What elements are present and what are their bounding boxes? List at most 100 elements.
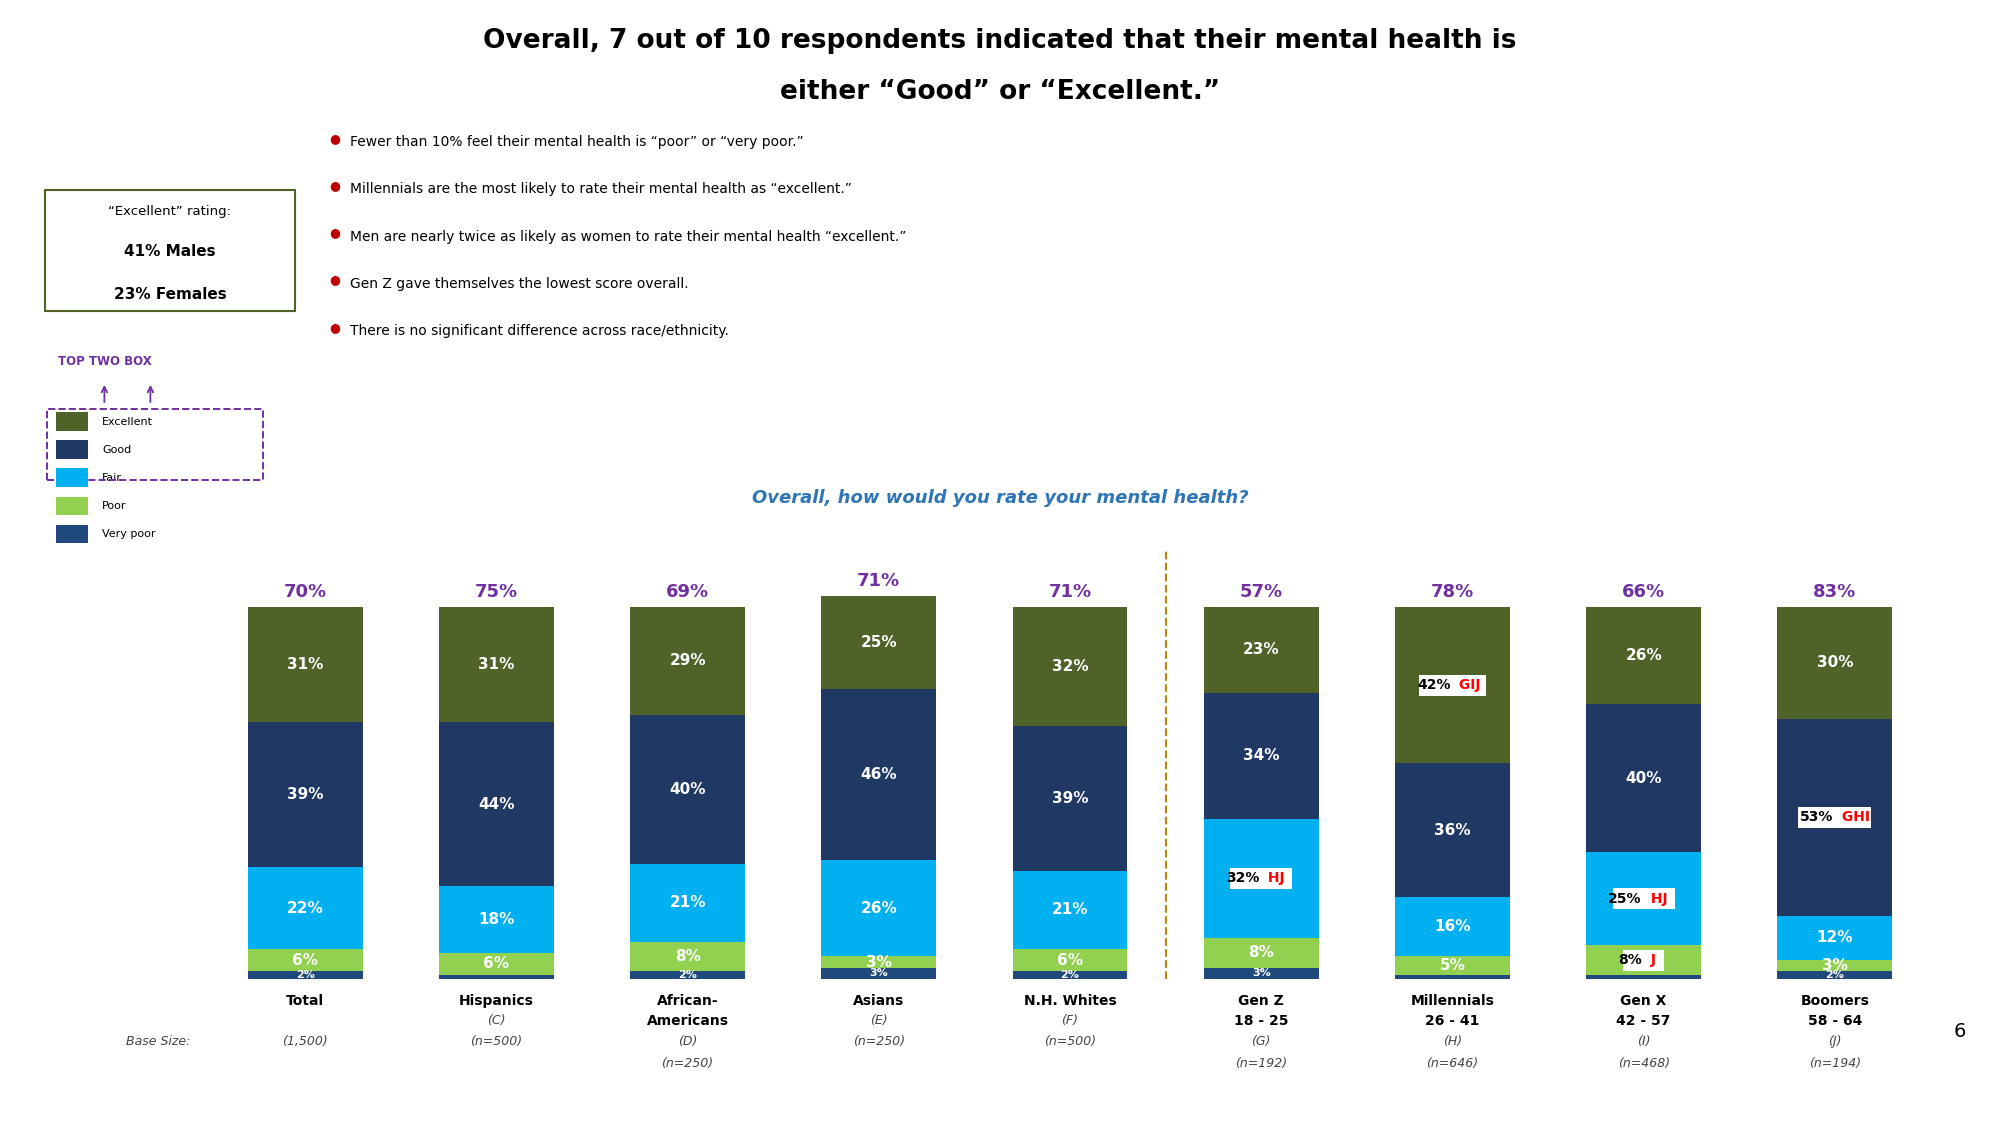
Text: 25%: 25% (1608, 892, 1642, 906)
Text: Letter indicate significant difference at 95% confidence level.: Letter indicate significant difference a… (1562, 1086, 1990, 1099)
Text: 16%: 16% (1434, 919, 1470, 934)
Bar (1012, 871, 1128, 950)
Text: 29%: 29% (670, 654, 706, 668)
Bar (822, 968, 936, 979)
Text: Overall, 7 out of 10 respondents indicated that their mental health is: Overall, 7 out of 10 respondents indicat… (484, 28, 1516, 54)
Text: Hispanics: Hispanics (458, 993, 534, 1008)
Bar (1586, 975, 1700, 979)
Text: ●: ● (330, 226, 340, 240)
Bar (630, 942, 744, 971)
Bar (56, 440, 88, 459)
Bar (1778, 608, 1892, 719)
Text: 53%: 53% (1800, 810, 1832, 824)
Text: 22%: 22% (286, 901, 324, 916)
Text: HJ: HJ (1264, 872, 1284, 885)
Text: 8%: 8% (1248, 945, 1274, 961)
Text: 12%: 12% (1816, 930, 1854, 945)
Bar (1396, 763, 1510, 897)
Text: (F): (F) (1062, 1014, 1078, 1027)
Text: GIJ: GIJ (1454, 678, 1480, 692)
Text: 8%: 8% (1618, 953, 1642, 968)
Bar (1012, 608, 1128, 726)
Text: There is no significant difference across race/ethnicity.: There is no significant difference acros… (350, 324, 728, 338)
Text: 25% HJ: 25% HJ (1616, 892, 1672, 906)
Text: 6%: 6% (1056, 953, 1084, 968)
Text: 3%: 3% (870, 969, 888, 978)
Text: Total: Total (286, 993, 324, 1008)
Bar (56, 468, 88, 487)
Text: (G): (G) (1252, 1035, 1270, 1047)
Bar (440, 953, 554, 975)
Bar (56, 412, 88, 431)
Text: 18%: 18% (478, 911, 514, 927)
Text: Fewer than 10% feel their mental health is “poor” or “very poor.”: Fewer than 10% feel their mental health … (350, 135, 804, 148)
Text: (H): (H) (1442, 1035, 1462, 1047)
Text: 57%: 57% (1240, 584, 1282, 602)
Text: 3%: 3% (866, 954, 892, 970)
Bar (630, 714, 744, 864)
Text: (n=250): (n=250) (852, 1035, 904, 1047)
Text: Millennials are the most likely to rate their mental health as “excellent.”: Millennials are the most likely to rate … (350, 182, 852, 196)
Text: Men are nearly twice as likely as women to rate their mental health “excellent.”: Men are nearly twice as likely as women … (350, 229, 906, 243)
Text: 5%: 5% (1440, 958, 1466, 973)
Bar (1778, 971, 1892, 979)
Text: 25%: 25% (860, 634, 898, 650)
Bar (1012, 971, 1128, 979)
Text: 75%: 75% (474, 584, 518, 602)
Text: 26%: 26% (1626, 648, 1662, 663)
Text: 39%: 39% (1052, 791, 1088, 806)
Text: 3%: 3% (1252, 969, 1270, 978)
Text: 32% HJ: 32% HJ (1234, 872, 1288, 885)
Text: (n=192): (n=192) (1236, 1056, 1288, 1070)
Text: 8% J: 8% J (1626, 953, 1660, 968)
Text: Very poor: Very poor (102, 529, 156, 539)
Text: (n=646): (n=646) (1426, 1056, 1478, 1070)
Text: 23% Females: 23% Females (114, 287, 226, 302)
Text: 83%: 83% (1814, 584, 1856, 602)
Bar (248, 608, 362, 722)
Text: 32%: 32% (1226, 872, 1260, 885)
Bar (1396, 956, 1510, 975)
Bar (1204, 938, 1318, 968)
FancyBboxPatch shape (46, 189, 294, 312)
Text: 31%: 31% (478, 657, 514, 672)
Bar (1586, 703, 1700, 853)
Text: ●: ● (330, 179, 340, 192)
Text: either “Good” or “Excellent.”: either “Good” or “Excellent.” (780, 79, 1220, 105)
Text: ●: ● (330, 273, 340, 287)
Bar (630, 971, 744, 979)
Bar (1778, 719, 1892, 916)
Text: 26%: 26% (860, 901, 898, 916)
Bar (1396, 608, 1510, 763)
Text: 18 - 25: 18 - 25 (1234, 1014, 1288, 1028)
Bar (630, 608, 744, 714)
Text: (n=468): (n=468) (1618, 1056, 1670, 1070)
Bar (1012, 950, 1128, 971)
Text: 6: 6 (1954, 1022, 1966, 1041)
Bar (1778, 960, 1892, 971)
Text: 2%: 2% (678, 970, 698, 980)
Text: Fair: Fair (102, 472, 122, 483)
Text: Gen X: Gen X (1620, 993, 1666, 1008)
Text: 71%: 71% (1048, 584, 1092, 602)
Text: (C): (C) (488, 1014, 506, 1027)
Text: (n=194): (n=194) (1808, 1056, 1860, 1070)
Bar (248, 971, 362, 979)
Text: 2%: 2% (296, 970, 314, 980)
Text: ●: ● (330, 132, 340, 145)
Text: 32%: 32% (1052, 659, 1088, 674)
Text: 69%: 69% (666, 584, 710, 602)
Text: 2%: 2% (1826, 970, 1844, 980)
Text: thinknow: thinknow (10, 1079, 156, 1106)
Text: (D): (D) (678, 1035, 698, 1047)
Text: Asians: Asians (854, 993, 904, 1008)
Bar (1778, 916, 1892, 960)
Text: 36%: 36% (1434, 822, 1470, 837)
Text: 46%: 46% (860, 767, 898, 782)
Text: (J): (J) (1828, 1035, 1842, 1047)
Bar (1396, 975, 1510, 979)
Text: 39%: 39% (286, 788, 324, 802)
Text: African-: African- (656, 993, 718, 1008)
Text: 44%: 44% (478, 796, 514, 811)
Bar (56, 524, 88, 543)
